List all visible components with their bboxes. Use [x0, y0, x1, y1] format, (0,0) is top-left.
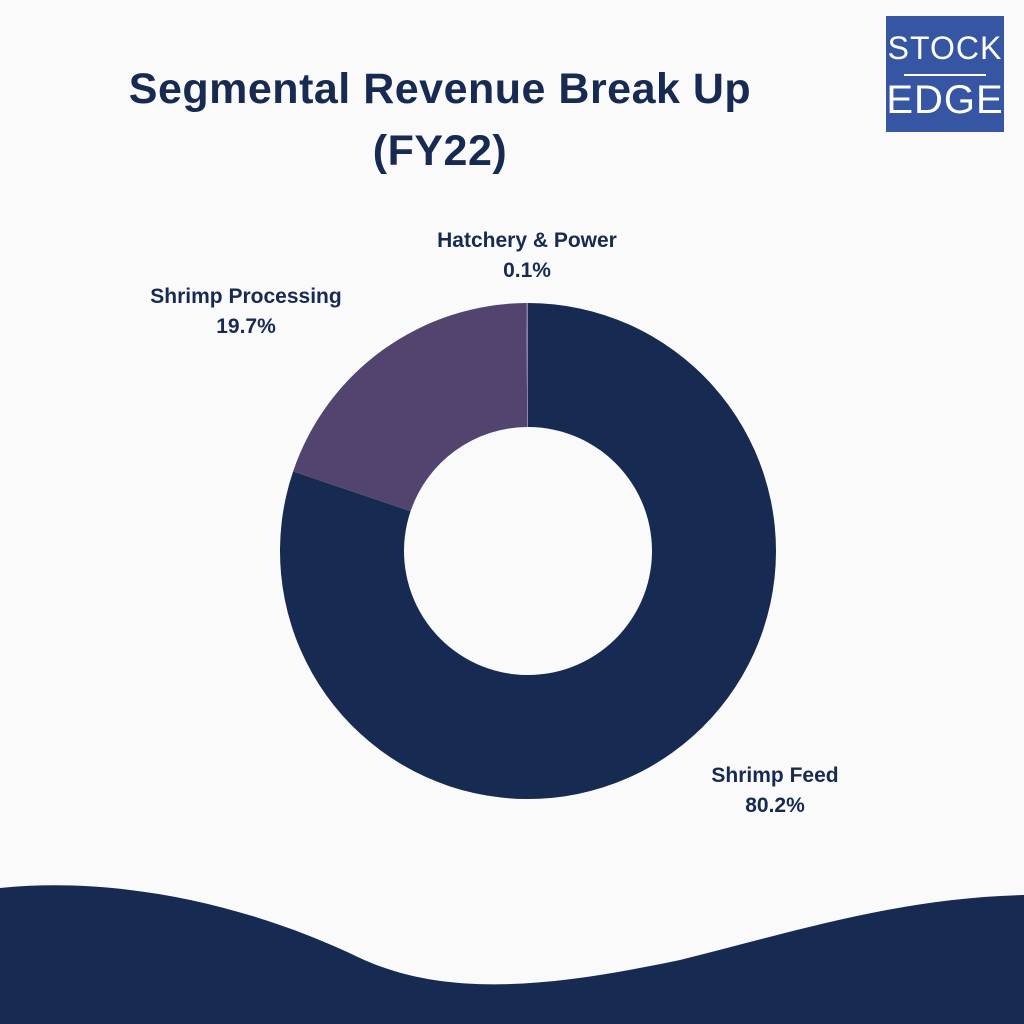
slice-label-value: 0.1% [503, 259, 551, 282]
chart-title-line2: (FY22) [372, 127, 508, 175]
stockedge-logo: STOCK EDGE [886, 16, 1004, 132]
donut-slice-hatchery-power [526, 303, 528, 428]
logo-text-edge: EDGE [886, 78, 1004, 122]
donut-slice-shrimp-feed [279, 303, 776, 799]
logo-divider [904, 74, 986, 76]
donut-slice-shrimp-processing [293, 303, 528, 512]
chart-title-line1: Segmental Revenue Break Up [128, 65, 752, 113]
chart-title: Segmental Revenue Break Up (FY22) [0, 58, 880, 182]
slice-label-name: Shrimp Processing [150, 285, 341, 308]
slice-label-value: 80.2% [745, 794, 805, 817]
slice-label-name: Hatchery & Power [437, 229, 617, 252]
slice-label-value: 19.7% [216, 315, 276, 338]
wave-shape [0, 885, 1024, 1024]
logo-text-stock: STOCK [887, 30, 1003, 66]
slice-label-name: Shrimp Feed [711, 764, 838, 787]
